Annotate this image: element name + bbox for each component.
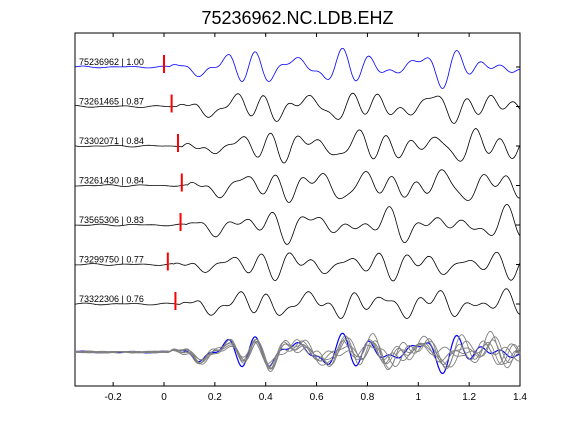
trace-label: 75236962 | 1.00 [79, 57, 144, 67]
x-tick-label: 0.8 [360, 392, 374, 403]
x-tick-label: 0.2 [208, 392, 222, 403]
trace-73299750 [75, 251, 521, 282]
chart-title: 75236962.NC.LDB.EHZ [201, 8, 393, 28]
x-axis: -0.2 0 0.2 0.4 0.6 0.8 1 1.2 1.4 [105, 33, 527, 403]
trace-label: 73302071 | 0.84 [79, 136, 144, 146]
trace-label: 73261430 | 0.84 [79, 176, 144, 186]
x-tick-label: 1.4 [513, 392, 527, 403]
x-tick-label: -0.2 [105, 392, 123, 403]
y-axis-ticks [516, 66, 520, 353]
overlay-trace [75, 336, 521, 367]
overlay-stack [74, 330, 521, 375]
x-tick-label: 1 [416, 392, 422, 403]
trace-73261465 [75, 92, 521, 124]
trace-73302071 [74, 128, 521, 164]
traces [74, 48, 521, 319]
trace-labels: 75236962 | 1.00 73261465 | 0.87 73302071 |… [79, 57, 144, 304]
axes-frame [74, 32, 521, 387]
trace-73565306 [74, 204, 521, 245]
trace-75236962 [74, 48, 521, 89]
x-tick-label: 1.2 [462, 392, 476, 403]
trace-label: 73261465 | 0.87 [79, 97, 144, 107]
trace-73322306 [74, 288, 521, 319]
trace-label: 73565306 | 0.83 [79, 215, 144, 225]
overlay-trace [75, 339, 521, 369]
x-tick-label: 0.4 [259, 392, 273, 403]
pick-markers [163, 55, 183, 310]
x-tick-label: 0.6 [310, 392, 324, 403]
x-tick-label: 0 [161, 392, 167, 403]
trace-label: 73299750 | 0.77 [79, 255, 144, 265]
trace-73261430 [74, 169, 521, 203]
trace-label: 73322306 | 0.76 [79, 294, 144, 304]
